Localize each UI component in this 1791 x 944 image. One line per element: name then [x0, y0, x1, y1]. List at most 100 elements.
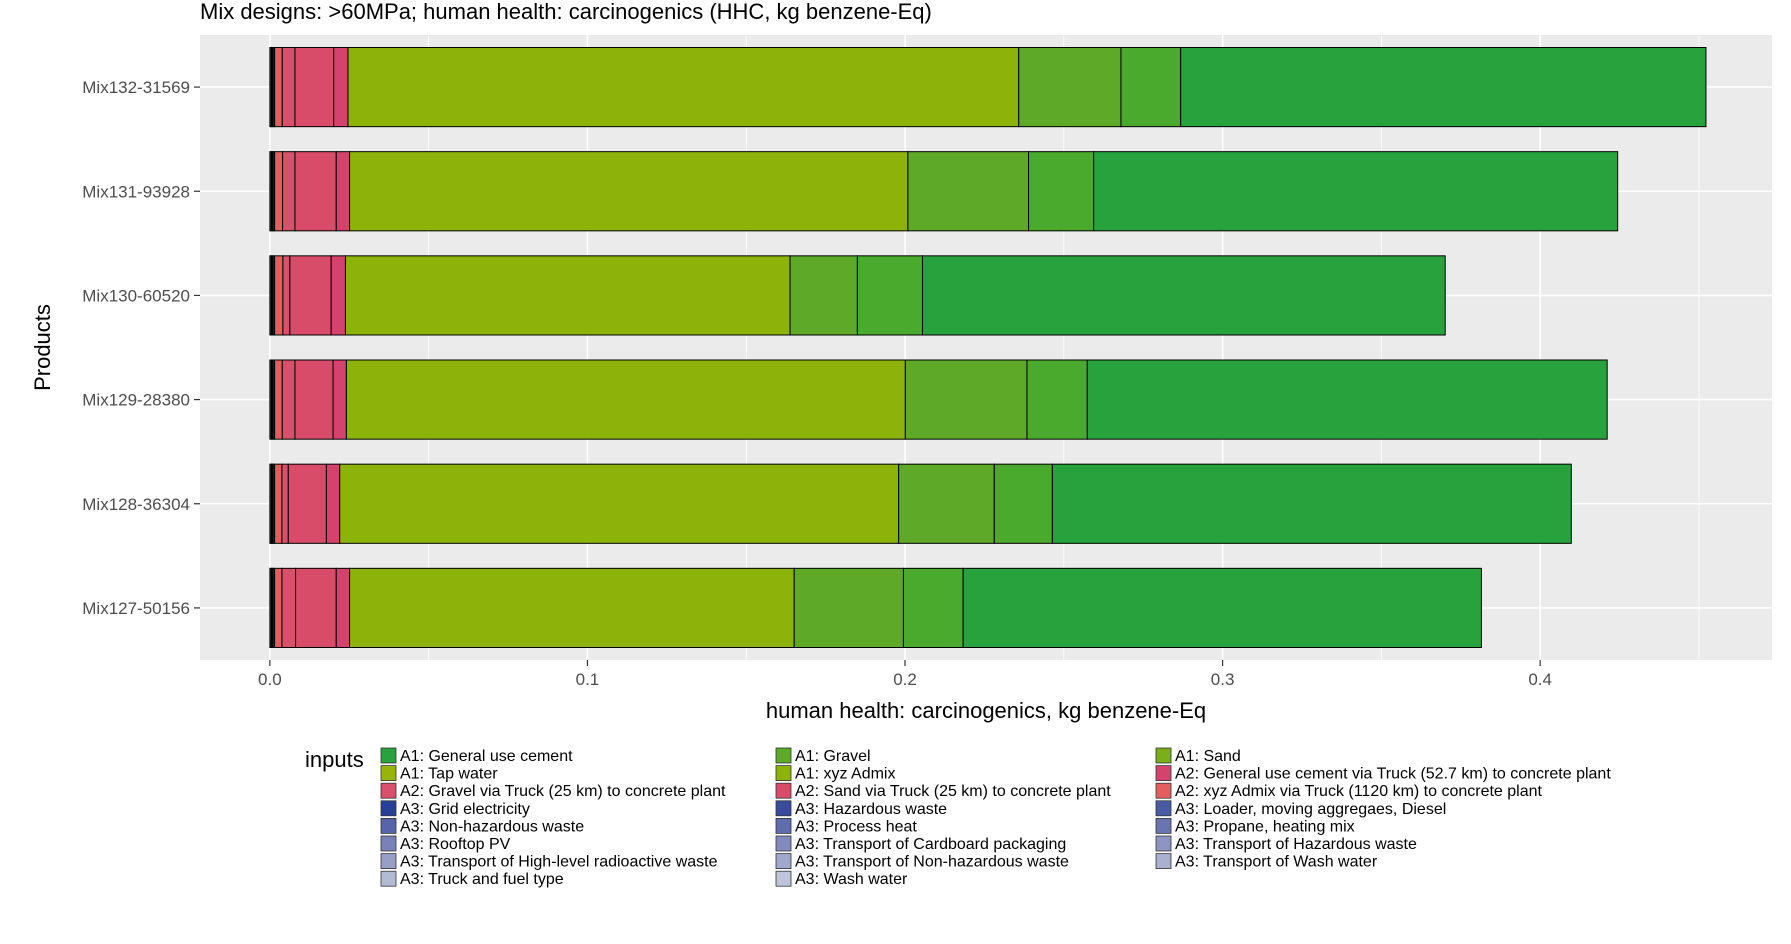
x-tick-label: 0.2	[893, 670, 917, 689]
legend-label: A3: Transport of Cardboard packaging	[795, 836, 1066, 853]
bar-segment	[904, 359, 1028, 440]
legend-label: A1: Sand	[1175, 748, 1241, 765]
bar-segment	[282, 255, 291, 336]
legend-label: A2: General use cement via Truck (52.7 k…	[1175, 766, 1611, 783]
bar-segment	[898, 463, 995, 544]
bar-segment	[349, 567, 795, 648]
legend-key	[380, 782, 397, 799]
legend-key	[1155, 782, 1172, 799]
bar-segment	[902, 567, 964, 648]
legend-label: A2: Gravel via Truck (25 km) to concrete…	[400, 783, 726, 800]
y-axis-title: Products	[30, 304, 55, 391]
legend-key	[380, 870, 397, 887]
bar-segment	[1028, 151, 1095, 232]
x-tick-label: 0.0	[258, 670, 282, 689]
legend-label: A3: Loader, moving aggregaes, Diesel	[1175, 801, 1446, 818]
bar-segment	[1026, 359, 1088, 440]
bar-group	[269, 567, 1482, 648]
legend-key	[775, 853, 792, 869]
legend-key	[1155, 800, 1172, 817]
legend-key	[380, 765, 397, 781]
bar-segment	[281, 567, 297, 648]
bar-segment	[1120, 47, 1182, 128]
legend-key	[380, 835, 397, 852]
legend-title: inputs	[305, 747, 364, 772]
legend-key	[1155, 765, 1172, 781]
bar-segment	[1086, 359, 1608, 440]
bar-segment	[325, 463, 341, 544]
x-tick-label: 0.3	[1211, 670, 1235, 689]
y-tick-label: Mix129-28380	[82, 391, 190, 410]
legend: inputs A1: General use cement A1: Gravel A…	[305, 747, 1611, 888]
legend-label: A1: xyz Admix	[795, 766, 895, 783]
chart-title: Mix designs: >60MPa; human health: carci…	[200, 0, 932, 24]
bar-segment	[332, 359, 347, 440]
bar-group	[269, 463, 1572, 544]
bar-segment	[294, 47, 335, 128]
x-axis-title: human health: carcinogenics, kg benzene-…	[766, 698, 1206, 723]
legend-key	[1155, 747, 1172, 764]
legend-key	[775, 747, 792, 764]
bar-segment	[335, 151, 351, 232]
y-tick-label: Mix132-31569	[82, 78, 190, 97]
bar-segment	[344, 255, 791, 336]
legend-label: A2: xyz Admix via Truck (1120 km) to con…	[1175, 783, 1543, 800]
legend-label: A3: Transport of Wash water	[1175, 854, 1378, 871]
bar-segment	[1018, 47, 1122, 128]
legend-label: A1: Tap water	[400, 766, 498, 783]
x-axis: 0.0 0.1 0.2 0.3 0.4	[258, 660, 1552, 689]
bar-segment	[330, 255, 346, 336]
bar-segment	[339, 463, 900, 544]
legend-label: A1: General use cement	[400, 748, 573, 765]
legend-label: A3: Propane, heating mix	[1175, 818, 1355, 835]
bar-segment	[347, 47, 1020, 128]
legend-key	[775, 835, 792, 852]
bars	[269, 47, 1707, 648]
legend-key	[380, 747, 397, 764]
bar-segment	[274, 359, 283, 440]
bar-segment	[295, 567, 337, 648]
bar-segment	[793, 567, 904, 648]
y-tick-label: Mix130-60520	[82, 286, 190, 305]
legend-label: A3: Wash water	[795, 871, 908, 888]
y-tick-label: Mix128-36304	[82, 495, 190, 514]
bar-segment	[856, 255, 923, 336]
legend-key	[1155, 853, 1172, 869]
legend-label: A3: Grid electricity	[400, 801, 530, 818]
bar-segment	[274, 151, 284, 232]
legend-key	[775, 765, 792, 781]
bar-segment	[289, 255, 332, 336]
bar-group	[269, 47, 1707, 128]
legend-label: A3: Transport of High-level radioactive …	[400, 854, 718, 871]
bar-segment	[281, 359, 296, 440]
bar-segment	[294, 151, 337, 232]
bar-segment	[333, 47, 349, 128]
bar-segment	[335, 567, 351, 648]
y-tick-label: Mix127-50156	[82, 599, 190, 618]
legend-label: A3: Truck and fuel type	[400, 871, 564, 888]
bar-segment	[287, 463, 327, 544]
bar-group	[269, 255, 1446, 336]
bar-segment	[907, 151, 1030, 232]
legend-label: A2: Sand via Truck (25 km) to concrete p…	[795, 783, 1111, 800]
bar-group	[269, 359, 1608, 440]
y-tick-label: Mix131-93928	[82, 182, 190, 201]
bar-segment	[274, 463, 283, 544]
legend-label: A3: Non-hazardous waste	[400, 818, 584, 835]
bar-segment	[789, 255, 858, 336]
bar-segment	[962, 567, 1482, 648]
legend-label: A1: Gravel	[795, 748, 871, 765]
bar-segment	[1093, 151, 1619, 232]
bar-segment	[294, 359, 334, 440]
legend-key	[775, 800, 792, 817]
bar-segment	[1180, 47, 1707, 128]
legend-key	[1155, 835, 1172, 852]
legend-label: A3: Rooftop PV	[400, 836, 511, 853]
bar-segment	[993, 463, 1053, 544]
bar-segment	[281, 47, 296, 128]
x-tick-label: 0.1	[576, 670, 600, 689]
bar-group	[269, 151, 1619, 232]
bar-segment	[921, 255, 1446, 336]
plot-panel	[200, 35, 1772, 660]
